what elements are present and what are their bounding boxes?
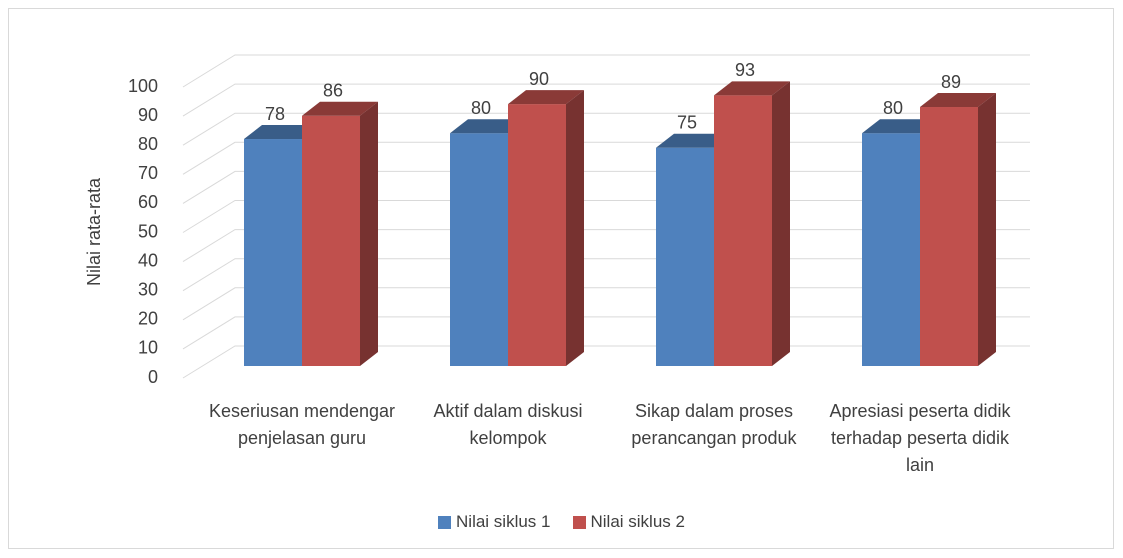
x-tick-label: Aktif dalam diskusi kelompok [433,401,583,448]
data-label: 80 [471,98,491,118]
y-tick-label: 40 [138,250,158,270]
legend: Nilai siklus 1 Nilai siklus 2 [0,512,1123,532]
chart-frame [8,8,1114,549]
bar-top [656,133,732,148]
bar-top [302,101,378,116]
data-label: 93 [735,60,755,80]
bar-top [450,119,526,134]
x-tick-label: Apresiasi peserta didik terhadap peserta… [829,401,1011,475]
bar-side [566,90,584,366]
y-tick-label: 60 [138,192,158,212]
y-axis-label: Nilai rata-rata [84,177,104,286]
y-tick-label: 70 [138,163,158,183]
grid-line [182,54,1030,88]
bar [302,115,360,367]
bar [714,95,772,367]
bar [656,147,714,366]
y-tick-label: 30 [138,279,158,299]
bar-top [862,119,938,134]
bar-side [978,93,996,366]
y-tick-label: 50 [138,221,158,241]
legend-swatch [572,515,586,529]
bar [862,133,920,366]
bar-side [360,101,378,367]
legend-label: Nilai siklus 2 [590,512,685,531]
bar [450,133,508,366]
bar [244,139,302,366]
y-tick-label: 10 [138,338,158,358]
bar [508,104,566,366]
legend-label: Nilai siklus 1 [456,512,551,531]
data-label: 89 [941,72,961,92]
y-tick-label: 90 [138,105,158,125]
bar-top [920,93,996,108]
y-tick-label: 0 [148,367,158,387]
legend-item: Nilai siklus 1 [438,512,551,532]
legend-swatch [438,515,452,529]
x-tick-label: Keseriusan mendengar penjelasan guru [208,401,396,448]
bar-top [714,81,790,96]
bar-top [508,90,584,105]
data-label: 90 [529,69,549,89]
y-tick-label: 100 [128,76,158,96]
data-label: 75 [677,113,697,133]
x-tick-label: Sikap dalam proses perancangan produk [631,401,797,448]
y-tick-label: 80 [138,134,158,154]
bar-top [244,125,320,140]
data-label: 78 [265,104,285,124]
legend-item: Nilai siklus 2 [572,512,685,532]
y-tick-label: 20 [138,309,158,329]
data-label: 80 [883,98,903,118]
bar [920,107,978,366]
bar-side [772,81,790,367]
data-label: 86 [323,80,343,100]
